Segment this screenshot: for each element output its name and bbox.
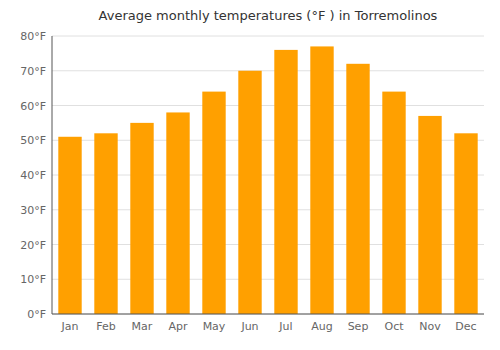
bar (130, 123, 153, 314)
title: Average monthly temperatures (°F ) in To… (99, 8, 438, 23)
bar (202, 92, 225, 314)
x-tick-label: Jan (61, 320, 79, 333)
y-tick-label: 10°F (20, 273, 46, 286)
bar (346, 64, 369, 314)
grid-line (52, 70, 484, 71)
y-axis-line (52, 36, 53, 314)
x-tick-label: Dec (455, 320, 476, 333)
x-tick-label: Mar (132, 320, 153, 333)
x-tick-label: May (203, 320, 226, 333)
grid-line (52, 36, 484, 37)
x-tick-label: Sep (348, 320, 369, 333)
y-tick-label: 60°F (20, 100, 46, 113)
bar (94, 133, 117, 314)
bar (58, 137, 81, 314)
y-tick-label: 80°F (20, 30, 46, 43)
y-tick-label: 30°F (20, 204, 46, 217)
x-tick-label: Jun (240, 320, 258, 333)
x-tick-label: Nov (419, 320, 441, 333)
x-axis: Jan Feb Mar Apr May Jun Jul Aug Sep Oct Nov Dec (52, 36, 484, 333)
x-tick-label: Aug (311, 320, 332, 333)
x-tick-label: Oct (384, 320, 404, 333)
y-tick-label: 70°F (20, 65, 46, 78)
y-tick-label: 50°F (20, 134, 46, 147)
y-axis: 0°F 10°F 20°F 30°F 40°F 50°F 60°F 70°F 80°F (20, 30, 46, 321)
y-tick-label: 40°F (20, 169, 46, 182)
x-tick-label: Jul (278, 320, 292, 333)
y-tick-label: 20°F (20, 239, 46, 252)
x-axis-line (52, 314, 484, 315)
x-tick-label: Apr (168, 320, 188, 333)
chart-container: Average monthly temperatures (°F ) in To… (0, 0, 500, 350)
bar (310, 46, 333, 314)
grid-line (52, 314, 484, 315)
bar (382, 92, 405, 314)
bar (454, 133, 477, 314)
y-tick-label: 0°F (27, 308, 46, 321)
bars (58, 46, 477, 314)
y-grid (52, 36, 484, 314)
chart: Average monthly temperatures (°F ) in To… (0, 0, 500, 350)
x-tick-label: Feb (96, 320, 115, 333)
bar (274, 50, 297, 314)
bar (166, 112, 189, 314)
bar (418, 116, 441, 314)
bar (238, 71, 261, 314)
grid-line (52, 105, 484, 106)
